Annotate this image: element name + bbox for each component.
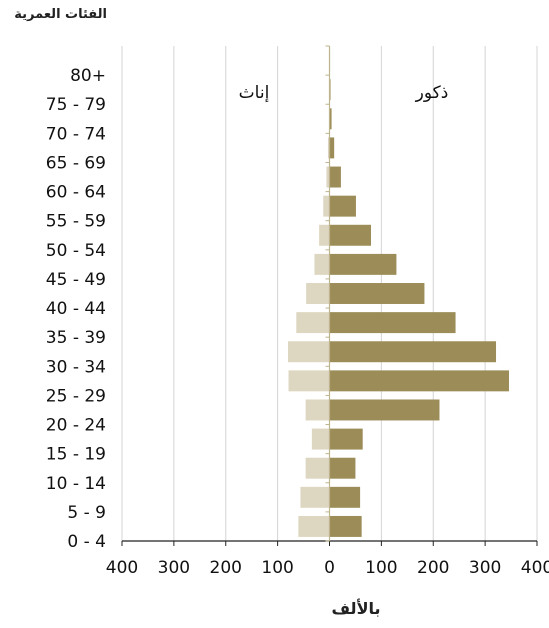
bar-female-60-64 (326, 166, 330, 188)
bar-male-10-14 (329, 457, 356, 479)
bar-male-60-64 (329, 166, 341, 188)
series-label-male: ذكور (415, 83, 449, 103)
bar-female-25-29 (288, 370, 330, 392)
bar-male-0-4 (329, 515, 362, 537)
axes (121, 45, 538, 546)
bar-male-35-39 (329, 312, 456, 334)
y-tick-label: 80+ (70, 66, 106, 86)
bar-female-20-24 (305, 399, 330, 421)
y-tick-label: 25 - 29 (46, 386, 106, 406)
y-tick-label: 0 - 4 (67, 532, 106, 552)
y-axis-label: الفئات العمرية (14, 7, 107, 22)
x-tick-label: 100 (365, 558, 397, 578)
x-tick-label: 400 (106, 558, 138, 578)
bar-male-70-74 (329, 108, 332, 130)
bar-male-20-24 (329, 399, 440, 421)
y-tick-label: 10 - 14 (46, 474, 106, 494)
y-tick-label: 55 - 59 (46, 212, 106, 232)
x-axis-label: بالألف (332, 599, 381, 618)
bar-female-30-34 (288, 341, 330, 363)
y-tick-label: 70 - 74 (46, 124, 106, 144)
x-tick-label: 0 (324, 558, 335, 578)
y-tick-label: 5 - 9 (67, 503, 106, 523)
bars (288, 50, 509, 537)
x-tick-label: 400 (521, 558, 549, 578)
bar-female-5-9 (300, 486, 330, 508)
x-tick-label: 100 (261, 558, 293, 578)
y-tick-labels: 0 - 4 5 - 9 10 - 14 15 - 19 20 - 24 25 - 29 30… (46, 66, 106, 552)
x-tick-label: 300 (158, 558, 190, 578)
bar-male-65-69 (329, 137, 335, 159)
bar-female-35-39 (296, 312, 330, 334)
x-tick-label: 200 (417, 558, 449, 578)
y-tick-label: 35 - 39 (46, 328, 106, 348)
bar-female-15-19 (311, 428, 330, 450)
bar-female-50-54 (319, 224, 330, 246)
x-tick-label: 300 (469, 558, 501, 578)
bar-female-65-69 (327, 137, 330, 159)
y-tick-label: 60 - 64 (46, 183, 106, 203)
y-tick-label: 40 - 44 (46, 299, 106, 319)
y-tick-label: 65 - 69 (46, 153, 106, 173)
bar-male-40-44 (329, 283, 425, 304)
bar-female-55-59 (323, 195, 330, 217)
y-tick-label: 50 - 54 (46, 241, 106, 261)
x-tick-label: 200 (210, 558, 242, 578)
series-label-female: إناث (239, 83, 270, 103)
bar-male-45-49 (329, 253, 397, 275)
bar-male-55-59 (329, 195, 356, 217)
bar-male-5-9 (329, 486, 361, 508)
bar-female-10-14 (305, 457, 330, 479)
y-tick-label: 30 - 34 (46, 357, 106, 377)
bar-male-25-29 (329, 370, 509, 392)
y-tick-label: 75 - 79 (46, 95, 106, 115)
bar-male-15-19 (329, 428, 363, 450)
x-tick-labels: 400 300 200 100 0 100 200 300 400 (106, 558, 549, 578)
bar-male-30-34 (329, 341, 497, 363)
y-tick-label: 20 - 24 (46, 416, 106, 436)
bar-female-45-49 (314, 253, 330, 275)
y-tick-label: 45 - 49 (46, 270, 106, 290)
bar-female-0-4 (298, 515, 330, 537)
bar-female-40-44 (306, 283, 330, 304)
y-tick-label: 15 - 19 (46, 445, 106, 465)
bar-male-50-54 (329, 224, 371, 246)
